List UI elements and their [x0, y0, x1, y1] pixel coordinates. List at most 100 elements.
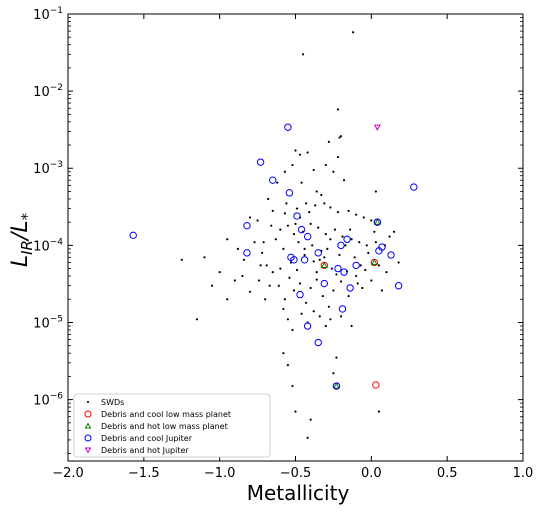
- data-point: [195, 318, 199, 321]
- y-tick-label: 10−4: [33, 237, 63, 254]
- data-point: [358, 241, 361, 244]
- y-tick-base: 10: [33, 8, 50, 23]
- data-point: [378, 243, 386, 251]
- data-point: [282, 247, 285, 251]
- data-point: [283, 212, 286, 215]
- data-point: [258, 279, 261, 282]
- data-point: [362, 216, 365, 219]
- data-point: [332, 382, 341, 390]
- data-point: [283, 298, 286, 301]
- y-tick-base: 10: [33, 85, 50, 100]
- legend-marker: [86, 400, 90, 404]
- data-point: [385, 271, 388, 274]
- data-point: [279, 228, 282, 231]
- data-point: [329, 318, 332, 321]
- data-point: [248, 216, 252, 219]
- data-point: [370, 279, 373, 282]
- data-point: [309, 222, 312, 225]
- legend-label: SWDs: [101, 398, 124, 407]
- data-point: [282, 307, 285, 311]
- data-point: [377, 410, 381, 413]
- y-axis-title-sub1: IR: [18, 240, 36, 255]
- x-tick-label: −1.0: [204, 466, 236, 481]
- data-point: [286, 318, 290, 321]
- data-point: [293, 212, 301, 220]
- data-point: [350, 324, 353, 328]
- data-point: [326, 247, 329, 251]
- data-point: [342, 179, 346, 182]
- data-point: [370, 258, 378, 266]
- data-point: [377, 264, 381, 267]
- y-tick-exponent: −2: [50, 83, 63, 93]
- data-point: [343, 235, 351, 243]
- data-point: [339, 135, 343, 138]
- data-point: [340, 268, 348, 276]
- legend-marker: [84, 422, 92, 429]
- data-point: [365, 244, 368, 247]
- data-point: [270, 224, 273, 227]
- data-point: [373, 218, 382, 226]
- data-point: [261, 251, 264, 254]
- data-point: [298, 153, 302, 156]
- data-point: [288, 276, 291, 279]
- data-point: [356, 282, 359, 285]
- data-point: [312, 168, 315, 172]
- x-tick-label: 0.5: [437, 466, 458, 481]
- data-point: [327, 305, 330, 308]
- data-point: [180, 258, 183, 261]
- data-point: [256, 158, 265, 166]
- data-point: [346, 284, 354, 292]
- data-point: [320, 261, 328, 268]
- data-point: [242, 258, 246, 261]
- data-point: [300, 181, 303, 184]
- data-point: [373, 124, 381, 131]
- data-point: [300, 312, 303, 315]
- data-point: [352, 261, 360, 270]
- data-point: [380, 289, 384, 292]
- y-tick-base: 10: [33, 239, 50, 254]
- data-point: [315, 278, 318, 281]
- legend-box: [73, 393, 271, 458]
- data-point: [323, 256, 326, 259]
- data-point: [291, 328, 294, 332]
- data-point: [286, 224, 290, 227]
- data-point: [269, 176, 277, 184]
- data-point: [336, 211, 340, 214]
- data-point: [314, 338, 322, 347]
- data-point: [332, 289, 335, 292]
- data-point: [271, 271, 274, 274]
- series-2: [320, 218, 381, 389]
- data-point: [253, 241, 256, 244]
- data-point: [243, 249, 251, 257]
- data-point: [314, 249, 322, 257]
- data-point: [373, 218, 381, 225]
- data-point: [327, 140, 330, 143]
- data-point: [243, 221, 251, 230]
- data-point: [374, 190, 377, 193]
- y-tick-exponent: −5: [50, 314, 63, 324]
- data-point: [305, 202, 308, 205]
- data-point: [290, 256, 298, 264]
- legend-items: SWDs Debris and cool low mass planet Debri…: [84, 398, 231, 455]
- data-point: [321, 294, 324, 298]
- data-point: [323, 202, 326, 205]
- data-point: [236, 247, 239, 251]
- data-point: [241, 274, 244, 278]
- x-axis-title: Metallicity: [247, 481, 350, 505]
- y-tick-label: 10−3: [33, 160, 63, 177]
- data-point: [350, 238, 353, 241]
- data-point: [277, 284, 280, 287]
- x-tick-label: 1.0: [513, 466, 534, 481]
- data-point: [309, 286, 312, 290]
- data-point: [320, 193, 323, 197]
- data-point: [324, 233, 327, 236]
- data-point: [295, 268, 299, 272]
- data-point: [374, 241, 377, 244]
- y-axis-title-sep: /L: [8, 220, 33, 242]
- data-point: [226, 238, 229, 241]
- data-point: [339, 280, 343, 283]
- data-point: [338, 136, 341, 139]
- data-point: [318, 258, 321, 261]
- data-point: [315, 271, 318, 274]
